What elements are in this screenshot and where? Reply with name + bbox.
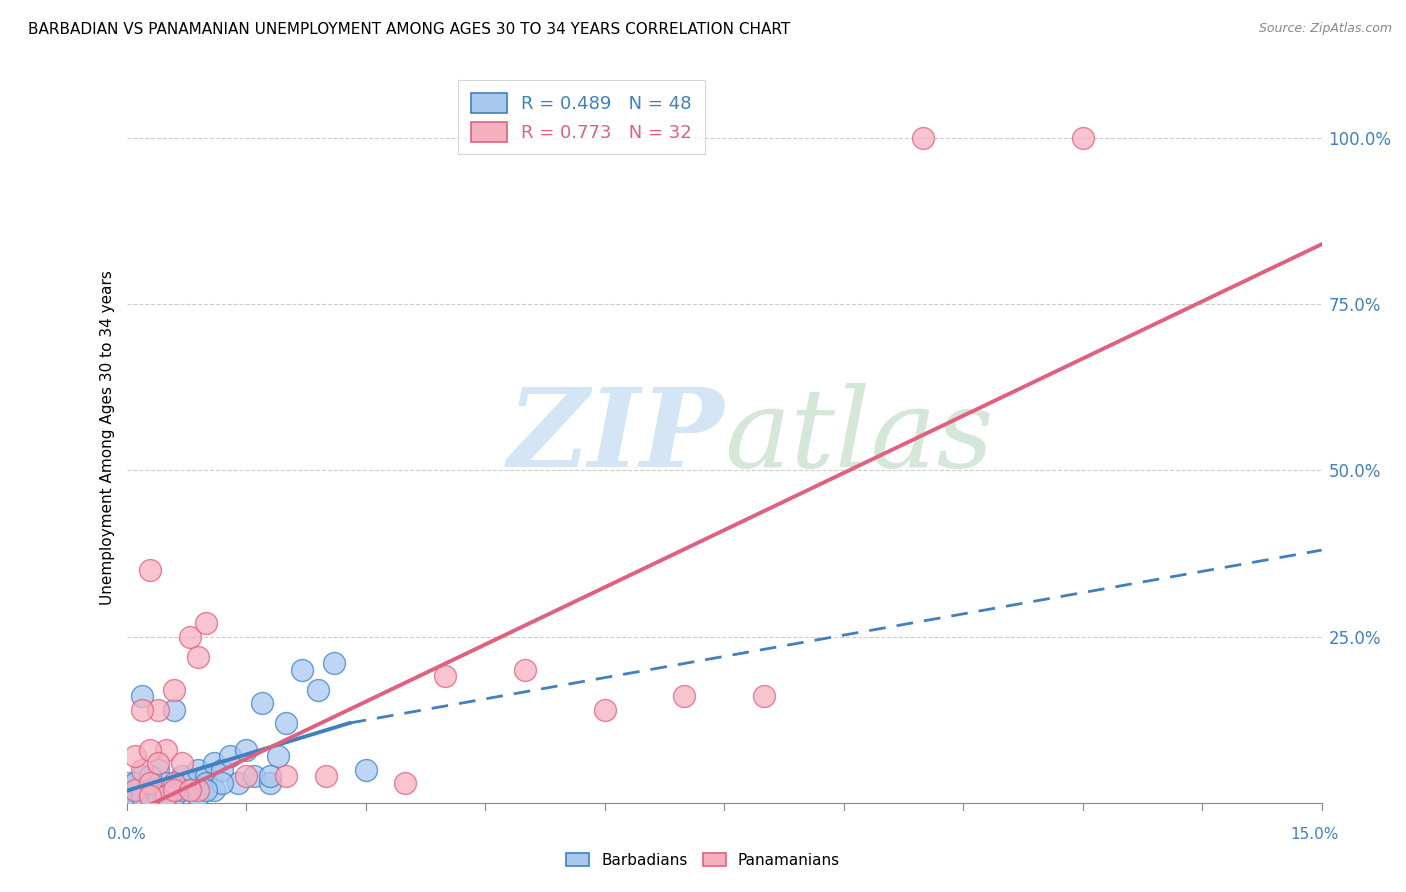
Point bbox=[148, 763, 170, 777]
Point bbox=[187, 782, 209, 797]
Point bbox=[513, 663, 536, 677]
Point bbox=[131, 763, 153, 777]
Text: 0.0%: 0.0% bbox=[107, 827, 146, 841]
Point bbox=[131, 782, 153, 797]
Point bbox=[155, 789, 177, 804]
Point bbox=[124, 749, 146, 764]
Point bbox=[163, 776, 186, 790]
Point bbox=[752, 690, 775, 704]
Point bbox=[131, 703, 153, 717]
Point bbox=[434, 669, 457, 683]
Point bbox=[243, 769, 266, 783]
Point bbox=[163, 776, 186, 790]
Point bbox=[131, 769, 153, 783]
Text: BARBADIAN VS PANAMANIAN UNEMPLOYMENT AMONG AGES 30 TO 34 YEARS CORRELATION CHART: BARBADIAN VS PANAMANIAN UNEMPLOYMENT AMO… bbox=[28, 22, 790, 37]
Point bbox=[155, 782, 177, 797]
Point bbox=[163, 682, 186, 697]
Point bbox=[115, 782, 138, 797]
Legend: Barbadians, Panamanians: Barbadians, Panamanians bbox=[558, 845, 848, 875]
Point bbox=[172, 769, 194, 783]
Point bbox=[291, 663, 314, 677]
Point bbox=[155, 776, 177, 790]
Legend: R = 0.489   N = 48, R = 0.773   N = 32: R = 0.489 N = 48, R = 0.773 N = 32 bbox=[458, 80, 704, 154]
Point bbox=[139, 776, 162, 790]
Point bbox=[179, 776, 201, 790]
Point bbox=[912, 131, 935, 145]
Point bbox=[131, 789, 153, 804]
Point bbox=[195, 616, 218, 631]
Point bbox=[274, 769, 297, 783]
Point bbox=[148, 756, 170, 770]
Point bbox=[202, 782, 225, 797]
Point bbox=[211, 763, 233, 777]
Point bbox=[187, 763, 209, 777]
Point bbox=[139, 789, 162, 804]
Point bbox=[179, 630, 201, 644]
Point bbox=[172, 756, 194, 770]
Point bbox=[179, 782, 201, 797]
Point bbox=[195, 782, 218, 797]
Point bbox=[155, 789, 177, 804]
Point bbox=[195, 776, 218, 790]
Point bbox=[1071, 131, 1094, 145]
Point bbox=[124, 776, 146, 790]
Point bbox=[148, 703, 170, 717]
Text: ZIP: ZIP bbox=[508, 384, 724, 491]
Point bbox=[259, 769, 281, 783]
Point bbox=[163, 789, 186, 804]
Text: 15.0%: 15.0% bbox=[1291, 827, 1339, 841]
Point bbox=[139, 563, 162, 577]
Point bbox=[235, 769, 257, 783]
Point bbox=[195, 769, 218, 783]
Text: Source: ZipAtlas.com: Source: ZipAtlas.com bbox=[1258, 22, 1392, 36]
Point bbox=[155, 742, 177, 756]
Point bbox=[124, 782, 146, 797]
Point bbox=[187, 789, 209, 804]
Point bbox=[124, 789, 146, 804]
Point bbox=[673, 690, 696, 704]
Point bbox=[115, 776, 138, 790]
Point bbox=[202, 756, 225, 770]
Point bbox=[139, 776, 162, 790]
Point bbox=[267, 749, 290, 764]
Point bbox=[593, 703, 616, 717]
Point bbox=[354, 763, 377, 777]
Point bbox=[226, 776, 249, 790]
Point bbox=[148, 782, 170, 797]
Point bbox=[187, 649, 209, 664]
Text: atlas: atlas bbox=[724, 384, 994, 491]
Point bbox=[139, 789, 162, 804]
Point bbox=[163, 782, 186, 797]
Point bbox=[115, 789, 138, 804]
Point bbox=[139, 769, 162, 783]
Point bbox=[131, 690, 153, 704]
Point bbox=[172, 782, 194, 797]
Point bbox=[322, 656, 344, 670]
Point bbox=[139, 742, 162, 756]
Point bbox=[259, 776, 281, 790]
Point bbox=[315, 769, 337, 783]
Point bbox=[250, 696, 273, 710]
Point bbox=[211, 776, 233, 790]
Point bbox=[307, 682, 329, 697]
Point bbox=[163, 703, 186, 717]
Point bbox=[394, 776, 416, 790]
Y-axis label: Unemployment Among Ages 30 to 34 years: Unemployment Among Ages 30 to 34 years bbox=[100, 269, 115, 605]
Point bbox=[219, 749, 242, 764]
Point bbox=[235, 742, 257, 756]
Point bbox=[124, 782, 146, 797]
Point bbox=[148, 789, 170, 804]
Point bbox=[274, 716, 297, 731]
Point bbox=[179, 782, 201, 797]
